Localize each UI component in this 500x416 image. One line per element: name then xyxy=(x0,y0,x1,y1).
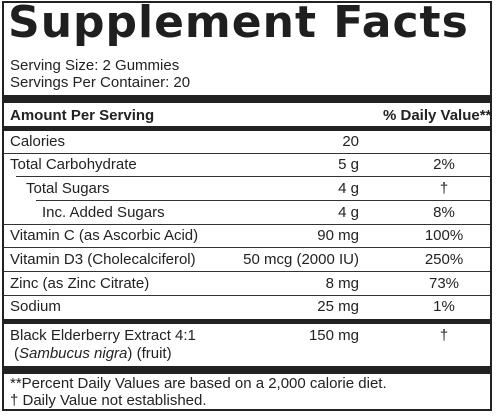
nutrient-amount: 20 xyxy=(342,133,359,150)
nutrient-daily-value: 2% xyxy=(433,156,455,173)
row-divider xyxy=(16,176,490,177)
row-divider xyxy=(4,247,490,248)
nutrient-daily-value: 73% xyxy=(428,275,460,292)
nutrient-name: Total Carbohydrate xyxy=(10,156,137,173)
nutrient-amount: 4 g xyxy=(338,180,359,197)
nutrient-amount: 50 mcg (2000 IU) xyxy=(243,251,359,268)
nutrient-daily-value: † xyxy=(439,327,449,344)
nutrient-latin-name: (Sambucus nigra) (fruit) xyxy=(14,345,172,362)
amount-per-serving-header: Amount Per Serving xyxy=(10,107,155,124)
serving-size: Serving Size: 2 Gummies xyxy=(10,57,180,74)
nutrient-amount: 90 mg xyxy=(317,227,359,244)
nutrient-amount: 150 mg xyxy=(308,327,359,344)
nutrient-amount: 5 g xyxy=(338,156,359,173)
nutrient-name: Vitamin C (as Ascorbic Acid) xyxy=(10,227,199,244)
nutrient-daily-value: † xyxy=(439,180,449,197)
panel-title: Supplement Facts xyxy=(8,0,469,48)
row-divider xyxy=(4,153,490,154)
nutrient-name: Inc. Added Sugars xyxy=(42,204,165,221)
footnote-daily-value-basis: **Percent Daily Values are based on a 2,… xyxy=(10,375,387,392)
nutrient-amount: 8 mg xyxy=(325,275,359,292)
latin-name: Sambucus nigra xyxy=(19,345,128,362)
row-divider xyxy=(4,295,490,296)
nutrient-amount: 4 g xyxy=(338,204,359,221)
nutrient-daily-value: 250% xyxy=(424,251,464,268)
section-divider xyxy=(4,319,490,324)
nutrient-name: Vitamin D3 (Cholecalciferol) xyxy=(10,251,196,268)
servings-per-container: Servings Per Container: 20 xyxy=(10,74,191,91)
nutrient-row-elderberry: Black Elderberry Extract 4:1 (Sambucus n… xyxy=(4,327,490,365)
row-divider xyxy=(4,224,490,225)
nutrient-daily-value: 100% xyxy=(424,227,464,244)
top-thick-divider xyxy=(4,95,490,103)
daily-value-header: % Daily Value** xyxy=(383,107,492,124)
nutrient-name: Zinc (as Zinc Citrate) xyxy=(10,275,150,292)
row-divider xyxy=(4,271,490,272)
nutrient-name: Calories xyxy=(10,133,66,150)
header-divider xyxy=(4,126,490,131)
nutrient-name: Total Sugars xyxy=(26,180,110,197)
bottom-thick-divider xyxy=(4,366,490,374)
nutrient-amount: 25 mg xyxy=(317,298,359,315)
nutrient-daily-value: 8% xyxy=(433,204,455,221)
footnote-not-established: † Daily Value not established. xyxy=(10,392,207,409)
row-divider xyxy=(36,200,490,201)
nutrient-name: Black Elderberry Extract 4:1 xyxy=(10,327,196,344)
nutrient-daily-value: 1% xyxy=(433,298,455,315)
supplement-facts-panel: Supplement Facts Serving Size: 2 Gummies… xyxy=(2,0,492,411)
nutrient-name: Sodium xyxy=(10,298,61,315)
